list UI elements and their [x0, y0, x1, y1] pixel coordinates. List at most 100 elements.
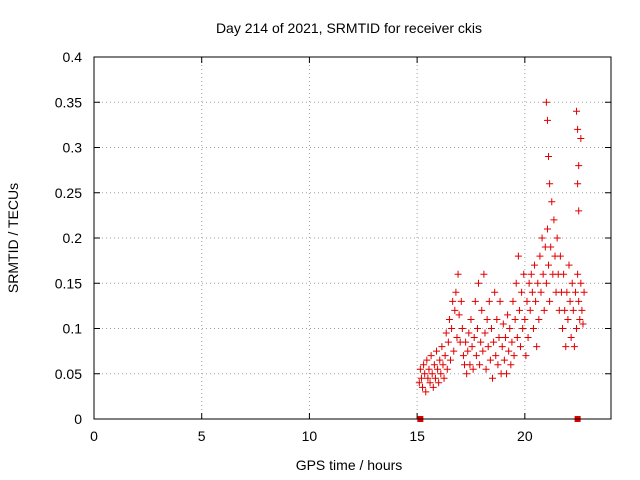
data-point — [501, 334, 509, 342]
data-point — [443, 365, 451, 373]
data-point — [435, 379, 443, 387]
data-point — [531, 261, 539, 269]
data-point — [561, 306, 569, 314]
data-point — [419, 383, 427, 391]
data-point — [508, 338, 516, 346]
data-point — [524, 334, 532, 342]
data-point — [449, 297, 457, 305]
data-point — [518, 288, 526, 296]
data-point — [505, 347, 513, 355]
data-point — [513, 334, 521, 342]
y-tick-label: 0.05 — [55, 366, 82, 382]
data-point — [540, 306, 548, 314]
data-point — [560, 270, 568, 278]
data-point — [571, 288, 579, 296]
data-point — [500, 356, 508, 364]
x-tick-label: 5 — [198, 428, 206, 444]
data-point — [509, 297, 517, 305]
axis-ticks: 0 5 10 15 20 0 0.05 0.1 0.15 0.2 0.25 0.3 0.35 0.4 — [55, 49, 611, 444]
data-point — [453, 334, 461, 342]
data-point — [545, 261, 553, 269]
data-point — [462, 338, 470, 346]
data-point — [473, 325, 481, 332]
data-point — [498, 343, 506, 351]
data-point — [459, 352, 467, 360]
data-point — [468, 343, 476, 351]
data-point — [577, 279, 585, 287]
x-axis-label: GPS time / hours — [296, 457, 403, 473]
data-point — [454, 270, 462, 278]
data-point — [437, 370, 445, 378]
plot-frame — [93, 56, 612, 420]
y-axis-label: SRMTID / TECUs — [5, 183, 21, 293]
data-point — [436, 356, 444, 364]
data-point — [536, 252, 544, 260]
data-point — [467, 315, 475, 323]
data-point — [527, 270, 535, 278]
data-point — [429, 383, 437, 391]
data-point — [506, 325, 514, 332]
data-point — [574, 270, 582, 278]
y-tick-label: 0.3 — [63, 140, 83, 156]
data-point — [472, 352, 480, 360]
data-point — [566, 297, 574, 305]
data-point — [550, 216, 558, 224]
data-point — [568, 279, 576, 287]
data-point — [440, 374, 448, 382]
y-tick-label: 0.15 — [55, 275, 82, 291]
data-point — [463, 370, 471, 378]
data-point — [424, 374, 432, 382]
data-point — [484, 343, 492, 351]
data-point — [534, 279, 542, 287]
data-points — [415, 98, 588, 422]
data-point — [479, 347, 487, 355]
data-point — [490, 338, 498, 346]
data-point — [416, 365, 424, 373]
data-point — [493, 315, 501, 323]
data-point — [434, 365, 442, 373]
data-point — [451, 306, 459, 314]
data-point — [464, 347, 472, 355]
data-point — [438, 343, 446, 351]
data-point — [491, 288, 499, 296]
data-point — [417, 374, 425, 382]
data-point — [543, 116, 551, 124]
data-point — [485, 297, 493, 305]
data-point — [575, 297, 583, 305]
data-point — [548, 198, 556, 206]
data-point — [507, 361, 515, 369]
x-tick-label: 20 — [517, 428, 533, 444]
data-point — [547, 243, 555, 251]
data-point — [525, 279, 533, 287]
data-point — [481, 329, 489, 337]
data-point — [577, 134, 585, 142]
data-point — [537, 288, 545, 296]
data-point — [526, 306, 534, 314]
data-point — [452, 288, 460, 296]
data-point — [425, 365, 433, 373]
data-point — [528, 288, 536, 296]
data-point — [511, 315, 519, 323]
data-point — [486, 356, 494, 364]
data-point — [576, 315, 584, 323]
data-point — [573, 107, 581, 115]
data-point — [503, 370, 511, 378]
y-tick-label: 0.1 — [63, 321, 83, 337]
data-point — [515, 306, 523, 314]
data-point — [476, 361, 484, 369]
data-point — [469, 365, 477, 373]
data-point — [427, 352, 435, 360]
data-point — [504, 311, 512, 319]
data-point — [421, 370, 429, 378]
data-point — [563, 288, 571, 296]
data-point — [521, 315, 529, 323]
data-point — [442, 329, 450, 337]
data-point — [546, 180, 554, 188]
data-point — [538, 234, 546, 242]
data-point — [564, 315, 572, 323]
data-point — [499, 320, 507, 328]
data-point — [426, 379, 434, 387]
data-point — [520, 270, 528, 278]
data-point — [430, 361, 438, 369]
